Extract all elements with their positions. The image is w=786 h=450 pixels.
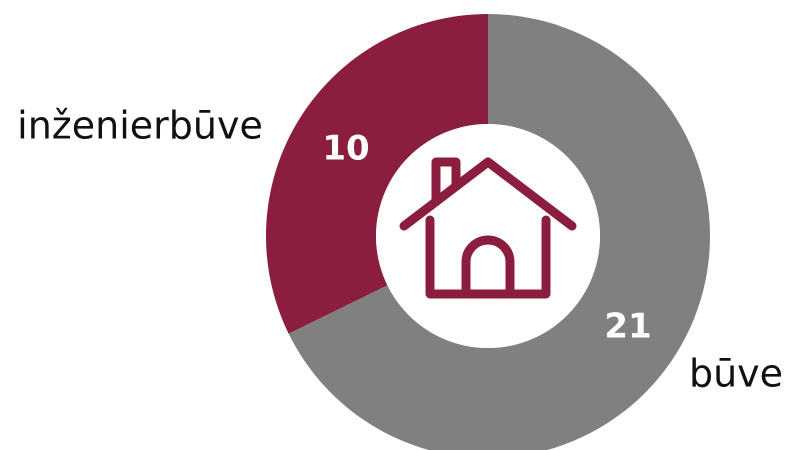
value-label-buve: 21	[604, 307, 651, 347]
slice-buve	[288, 14, 710, 450]
category-label-buve: būve	[689, 352, 783, 396]
category-label-inzenierbuve: inženierbūve	[17, 104, 263, 148]
value-label-inzenierbuve: 10	[322, 129, 369, 169]
house-icon	[399, 157, 577, 299]
slice-inzenierbuve	[265, 14, 488, 334]
donut-slices	[265, 14, 710, 450]
chart-labels: 10 21 inženierbūve būve	[17, 104, 783, 396]
